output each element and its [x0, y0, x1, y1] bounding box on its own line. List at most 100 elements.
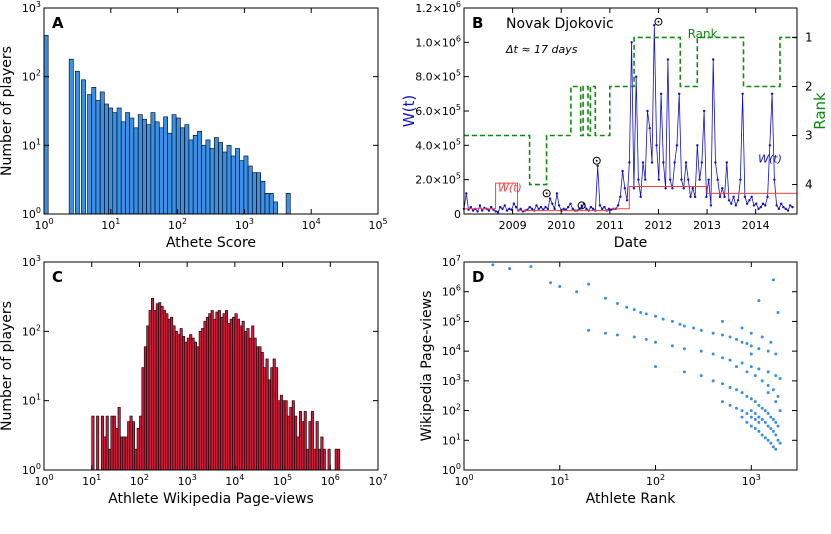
- w-series-point: [748, 199, 751, 202]
- panel-a-x-tick-label: 100: [34, 217, 53, 232]
- scatter-point: [625, 305, 629, 309]
- scatter-point: [699, 349, 703, 353]
- histogram-bar: [134, 448, 138, 471]
- w-series-point: [664, 187, 667, 190]
- w-series-point: [777, 207, 781, 211]
- histogram-bar: [91, 87, 97, 215]
- scatter-point: [766, 411, 770, 415]
- scatter-point: [632, 308, 636, 312]
- scatter-point: [766, 370, 770, 374]
- histogram-bar: [146, 124, 152, 215]
- panel-a-y-tick-label: 100: [22, 206, 41, 221]
- w-series-point: [494, 210, 497, 213]
- scatter-point: [757, 429, 761, 433]
- histogram-bar: [230, 155, 236, 215]
- w-series-point: [641, 161, 645, 164]
- w-series-point: [757, 207, 760, 211]
- scatter-point: [745, 342, 749, 346]
- histogram-bar: [320, 436, 324, 471]
- w-series-point: [539, 205, 543, 209]
- histogram-bar: [247, 165, 253, 215]
- panel-b-legend-w-red: W(t): [498, 182, 522, 195]
- panel-b-panel-label: B: [472, 14, 483, 32]
- histogram-bar: [272, 358, 276, 471]
- scatter-point: [740, 326, 744, 330]
- w-series-point: [623, 187, 627, 190]
- rank-series-line: [464, 36, 797, 186]
- w-series-point: [535, 204, 538, 207]
- histogram-bar: [220, 316, 224, 471]
- scatter-point: [757, 299, 761, 303]
- histogram-bar: [162, 310, 166, 471]
- histogram-bar: [163, 116, 169, 215]
- scatter-point: [678, 322, 682, 326]
- histogram-bar: [142, 118, 147, 215]
- histogram-bar: [201, 145, 207, 215]
- w-series-point: [465, 192, 468, 195]
- scatter-point: [753, 418, 757, 422]
- w-series-point: [682, 187, 685, 190]
- scatter-point: [753, 400, 757, 404]
- w-series-point: [655, 144, 658, 147]
- histogram-bar: [209, 148, 215, 215]
- scatter-point: [632, 335, 636, 339]
- scatter-point: [740, 340, 744, 344]
- w-series-point: [557, 204, 561, 207]
- scatter-point: [774, 352, 778, 356]
- histogram-bar: [125, 112, 130, 215]
- panel-c-x-tick-label: 100: [34, 473, 53, 488]
- scatter-point: [776, 438, 780, 442]
- w-series-point: [501, 207, 504, 211]
- w-series-point: [657, 178, 661, 181]
- scatter-point: [529, 265, 533, 269]
- scatter-point: [603, 331, 607, 335]
- panel-b-x-tick-label: 2014: [742, 219, 770, 232]
- scatter-point: [774, 374, 778, 378]
- w-series-point: [551, 202, 554, 205]
- panel-a-y-tick-label: 101: [22, 137, 41, 152]
- histogram-bar: [222, 151, 228, 215]
- histogram-bar: [239, 325, 243, 471]
- w-series-point: [644, 178, 647, 181]
- panel-b-legend-rank: Rank: [688, 27, 718, 41]
- scatter-point: [745, 420, 749, 424]
- w-series-point: [671, 187, 674, 190]
- histogram-bar: [260, 180, 266, 215]
- w-series-point: [616, 204, 620, 207]
- panel-d-y-tick-label: 103: [442, 373, 461, 388]
- histogram-bar: [172, 325, 176, 471]
- panel-b-xlabel: Date: [614, 235, 647, 251]
- w-series-point: [680, 178, 683, 181]
- histogram-bar: [148, 310, 152, 471]
- histogram-bar: [120, 436, 124, 471]
- w-series-point: [791, 205, 794, 209]
- w-series-point: [530, 207, 534, 211]
- scatter-point: [753, 411, 757, 415]
- w-series-point: [628, 161, 631, 164]
- w-series-point: [684, 161, 688, 164]
- w-series-point: [741, 92, 744, 96]
- scatter-point: [778, 409, 782, 413]
- w-series-point: [698, 178, 701, 181]
- histogram-bar: [95, 100, 101, 215]
- scatter-point: [670, 319, 674, 323]
- histogram-bar: [182, 335, 186, 471]
- scatter-point: [745, 394, 749, 398]
- histogram-bar: [253, 337, 257, 471]
- scatter-point: [763, 420, 767, 424]
- histogram-bar: [191, 337, 195, 471]
- w-series-point: [696, 144, 699, 147]
- histogram-bar: [277, 400, 281, 471]
- histogram-bar: [303, 411, 307, 471]
- scatter-point: [740, 409, 744, 413]
- scatter-point: [760, 335, 764, 339]
- w-series-point: [505, 209, 509, 212]
- histogram-bar: [133, 127, 139, 215]
- scatter-point: [766, 383, 770, 387]
- scatter-point: [740, 415, 744, 419]
- scatter-point: [728, 385, 732, 389]
- w-series-point: [727, 199, 731, 202]
- histogram-bar: [68, 58, 74, 215]
- histogram-bar: [218, 142, 224, 215]
